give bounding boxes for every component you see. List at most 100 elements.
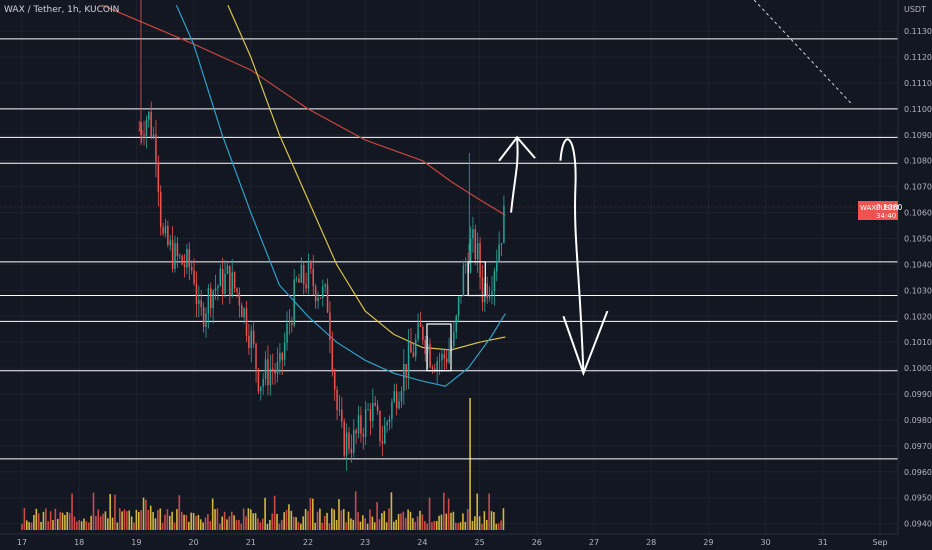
volume-bar	[357, 512, 359, 530]
volume-bar	[68, 513, 71, 530]
candle-body	[431, 367, 434, 369]
candle-body	[343, 421, 345, 456]
candle-body	[319, 297, 322, 299]
volume-bar	[409, 511, 412, 530]
volume-bar	[261, 518, 264, 530]
volume-bar	[273, 495, 276, 530]
volume-bar	[393, 521, 395, 530]
volume-bar	[242, 508, 245, 530]
candle-body	[198, 300, 200, 304]
volume-bar	[364, 518, 366, 530]
candle-body	[279, 352, 281, 362]
volume-bar	[428, 497, 431, 530]
candle-body	[159, 191, 162, 228]
candle-body	[305, 284, 307, 289]
candle-body	[414, 339, 417, 357]
volume-bar	[207, 514, 209, 530]
volume-bar	[107, 518, 109, 530]
volume-bar	[76, 521, 78, 530]
volume-bar	[350, 518, 352, 530]
volume-bar	[390, 492, 393, 530]
candle-body	[362, 433, 365, 437]
candle-body	[307, 263, 310, 289]
volume-bar	[226, 519, 228, 530]
drawings[interactable]	[426, 0, 852, 377]
volume-bar	[216, 508, 219, 530]
volume-bar	[25, 520, 28, 530]
candle-body	[360, 415, 362, 434]
volume-bar	[171, 511, 173, 530]
candle-body	[353, 430, 355, 454]
volume-bar	[56, 518, 59, 530]
price-tick-label: 0.0990	[904, 390, 932, 399]
volume-bar	[340, 510, 343, 530]
volume-bar	[190, 512, 193, 530]
candle-body	[329, 312, 331, 340]
candle-body	[200, 300, 202, 308]
candle-body	[405, 364, 407, 378]
horizontal-levels[interactable]	[0, 38, 898, 460]
volume-bar	[140, 510, 142, 530]
candle-body	[486, 283, 488, 298]
candle-body	[491, 291, 493, 295]
volume-bar	[433, 520, 436, 530]
candle-body	[245, 308, 248, 336]
candle-body	[255, 343, 257, 370]
volume-bar	[474, 516, 476, 530]
candle-body	[476, 243, 479, 260]
price-tick-label: 0.1100	[904, 105, 932, 114]
candle-body	[398, 401, 400, 409]
price-tick-label: 0.0960	[904, 468, 932, 477]
price-badge	[858, 201, 898, 220]
volume-bar	[85, 521, 88, 530]
price-tick-label: 0.0940	[904, 520, 932, 529]
candle-body	[291, 322, 293, 326]
volume-bar	[421, 514, 424, 530]
candle-body	[188, 249, 191, 268]
volume-bar	[250, 509, 252, 530]
volume-bar	[469, 398, 471, 530]
volume-bar	[300, 523, 302, 530]
candle-body	[488, 294, 491, 298]
candle-body	[221, 268, 224, 294]
volume-bar	[183, 514, 185, 530]
volume-bar	[154, 518, 157, 530]
volume-bar	[283, 512, 285, 530]
candle-body	[441, 353, 443, 361]
volume-bar	[209, 521, 212, 530]
volume-bar	[230, 511, 233, 530]
price-axis[interactable]	[898, 0, 932, 550]
candle-body	[393, 391, 396, 402]
candle-body	[217, 286, 219, 289]
volume-bar	[223, 511, 226, 530]
volume-bar	[345, 522, 347, 530]
volume-bar	[478, 516, 481, 530]
volume-bar	[400, 513, 402, 530]
candle-body	[481, 277, 484, 303]
volume-bar	[457, 523, 459, 530]
volume-bar	[168, 515, 171, 530]
volume-bar	[328, 523, 331, 530]
candle-body	[152, 134, 155, 137]
candle-body	[472, 229, 474, 239]
volume-bar	[47, 521, 50, 530]
volume-bar	[228, 516, 231, 530]
volume-bar	[99, 516, 102, 530]
volume-bar	[419, 510, 421, 530]
volume-bar	[54, 508, 57, 530]
price-tick-label: 0.1030	[904, 286, 932, 295]
volume-bar	[378, 519, 381, 530]
candle-body	[210, 288, 212, 309]
price-axis-ticks: 0.1130 0.1120 0.1110 0.1100 0.1090 0.1080 0.10…	[904, 27, 932, 529]
candle-body	[193, 270, 195, 284]
moving-average-blue	[175, 4, 506, 387]
price-badge-ticker: WAXPUSDT	[860, 204, 900, 212]
volume-bar	[347, 511, 350, 530]
candle-body	[376, 405, 379, 412]
volume-bar	[338, 499, 340, 530]
candle-body	[302, 265, 305, 285]
volume-bar	[90, 515, 92, 530]
volume-bar	[109, 493, 111, 530]
volume-bar	[495, 523, 498, 530]
